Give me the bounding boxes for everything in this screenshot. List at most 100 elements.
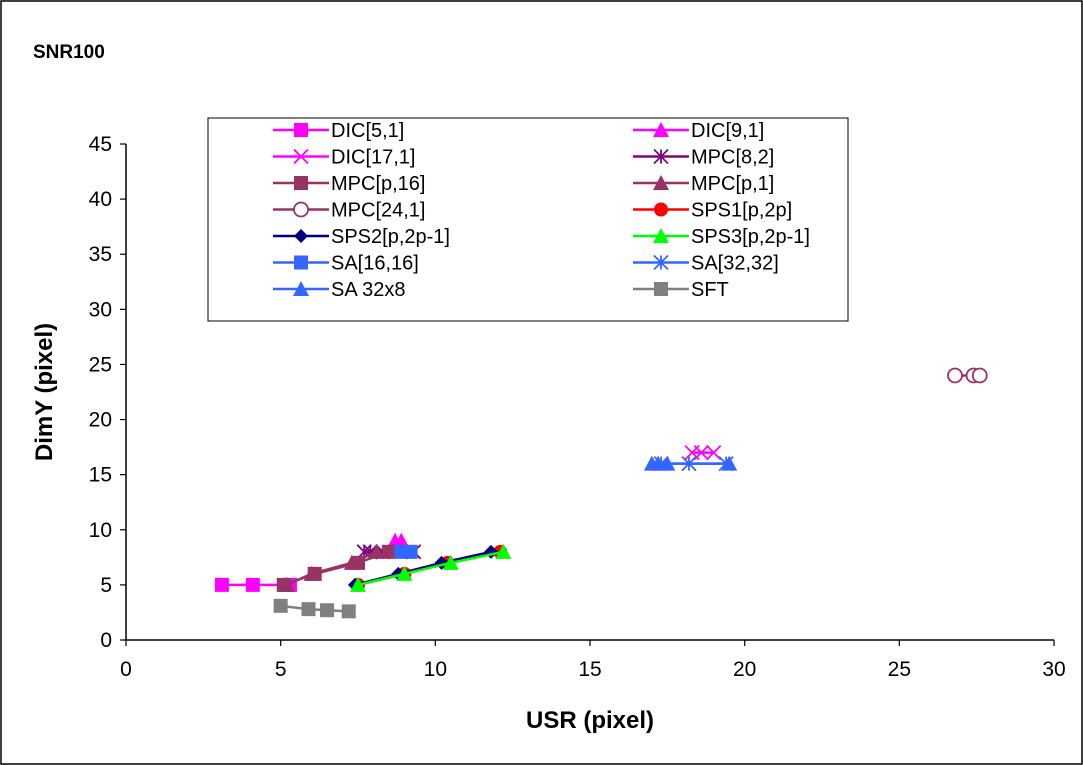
legend-label: SA[32,32] xyxy=(691,253,779,275)
legend-label: SFT xyxy=(691,279,729,301)
legend-entry: DIC[5,1] xyxy=(273,120,404,142)
legend-label: MPC[p,1] xyxy=(691,173,774,195)
y-axis-title: DimY (pixel) xyxy=(31,323,58,461)
data-point xyxy=(971,367,988,384)
series-12 xyxy=(643,455,738,471)
series-13 xyxy=(273,598,356,619)
legend-box xyxy=(207,117,849,322)
y-tick-label: 10 xyxy=(89,519,112,542)
data-point xyxy=(303,565,320,581)
y-tick-label: 45 xyxy=(89,133,112,156)
legend-entry: SFT xyxy=(633,279,729,301)
legend-entry: MPC[24,1] xyxy=(273,200,425,222)
series-line xyxy=(286,550,378,587)
data-point xyxy=(320,603,335,618)
series-9 xyxy=(350,543,512,592)
data-point xyxy=(721,455,738,471)
data-point xyxy=(947,367,963,384)
axis-ticks: 0 5 10 15 20 25 30 0 5 10 15 20 25 30 35 40 45 xyxy=(89,133,1066,681)
chart-title: SNR100 xyxy=(33,42,105,63)
y-tick-label: 40 xyxy=(89,188,112,211)
legend-entry: SA[16,16] xyxy=(273,253,419,275)
data-point xyxy=(245,577,260,592)
data-point xyxy=(706,444,722,461)
series-line xyxy=(357,550,504,587)
series-5 xyxy=(278,543,385,592)
legend-entry: MPC[p,1] xyxy=(633,173,774,195)
data-point xyxy=(368,543,385,559)
legend-marker xyxy=(294,229,308,243)
legend-label: MPC[p,16] xyxy=(331,173,425,195)
y-tick-label: 0 xyxy=(100,629,112,652)
legend-entry: SPS3[p,2p-1] xyxy=(633,226,810,248)
legend-entry: DIC[17,1] xyxy=(273,147,415,169)
legend-marker xyxy=(294,255,308,270)
y-tick-label: 35 xyxy=(89,243,112,266)
data-point xyxy=(278,576,295,592)
x-tick-label: 15 xyxy=(578,658,601,681)
data-point xyxy=(350,576,366,592)
legend-marker xyxy=(653,122,669,137)
y-tick-label: 15 xyxy=(89,464,112,487)
legend-label: MPC[24,1] xyxy=(331,200,425,222)
legend-entry: MPC[8,2] xyxy=(633,147,774,169)
x-tick-label: 0 xyxy=(120,658,132,681)
data-point xyxy=(403,544,418,559)
x-tick-label: 5 xyxy=(275,658,287,681)
data-point xyxy=(273,598,288,613)
legend-entry: DIC[9,1] xyxy=(633,120,764,142)
legend-marker xyxy=(653,175,669,190)
x-tick-label: 30 xyxy=(1042,658,1065,681)
data-point xyxy=(393,532,410,548)
series-1 xyxy=(387,532,410,548)
legend-marker xyxy=(653,148,669,165)
legend-marker xyxy=(653,228,669,243)
legend-marker xyxy=(293,281,309,296)
legend-label: MPC[8,2] xyxy=(691,147,774,169)
series-10 xyxy=(394,544,418,559)
legend-marker xyxy=(654,282,668,296)
data-point xyxy=(659,455,676,471)
x-axis-title: USR (pixel) xyxy=(526,707,654,734)
legend: DIC[5,1] DIC[9,1] DIC[17,1] MPC[8,2] MPC[p,1… xyxy=(273,120,810,301)
x-tick-label: 25 xyxy=(888,658,911,681)
legend-label: DIC[5,1] xyxy=(331,120,404,142)
legend-marker xyxy=(653,254,669,271)
legend-marker xyxy=(293,148,309,165)
legend-entry: SA 32x8 xyxy=(273,279,406,301)
series-2 xyxy=(684,444,722,461)
data-point xyxy=(341,604,356,619)
legend-marker xyxy=(654,202,668,217)
x-tick-label: 10 xyxy=(424,658,447,681)
legend-label: SA[16,16] xyxy=(331,253,419,275)
legend-label: SA 32x8 xyxy=(331,279,406,301)
y-tick-label: 25 xyxy=(89,353,112,376)
data-point xyxy=(693,444,709,461)
legend-label: SPS3[p,2p-1] xyxy=(691,226,810,248)
legend-marker xyxy=(294,176,308,190)
series-line xyxy=(280,604,349,613)
y-tick-label: 30 xyxy=(89,298,112,321)
data-point xyxy=(214,577,229,592)
data-point xyxy=(343,554,360,570)
legend-label: DIC[17,1] xyxy=(331,147,415,169)
y-tick-label: 5 xyxy=(100,574,112,597)
data-point xyxy=(381,544,396,559)
legend-label: DIC[9,1] xyxy=(691,120,764,142)
legend-entry: SPS2[p,2p-1] xyxy=(273,226,450,248)
series-6 xyxy=(947,367,988,384)
legend-entry: SPS1[p,2p] xyxy=(633,200,792,222)
data-point xyxy=(301,602,316,617)
legend-label: SPS1[p,2p] xyxy=(691,200,792,222)
legend-entry: SA[32,32] xyxy=(633,253,779,275)
data-point xyxy=(396,565,413,581)
legend-marker xyxy=(294,123,308,137)
legend-label: SPS2[p,2p-1] xyxy=(331,226,450,248)
x-tick-label: 20 xyxy=(733,658,756,681)
y-tick-label: 20 xyxy=(89,409,112,432)
legend-marker xyxy=(293,201,309,218)
series-layer xyxy=(214,367,988,619)
